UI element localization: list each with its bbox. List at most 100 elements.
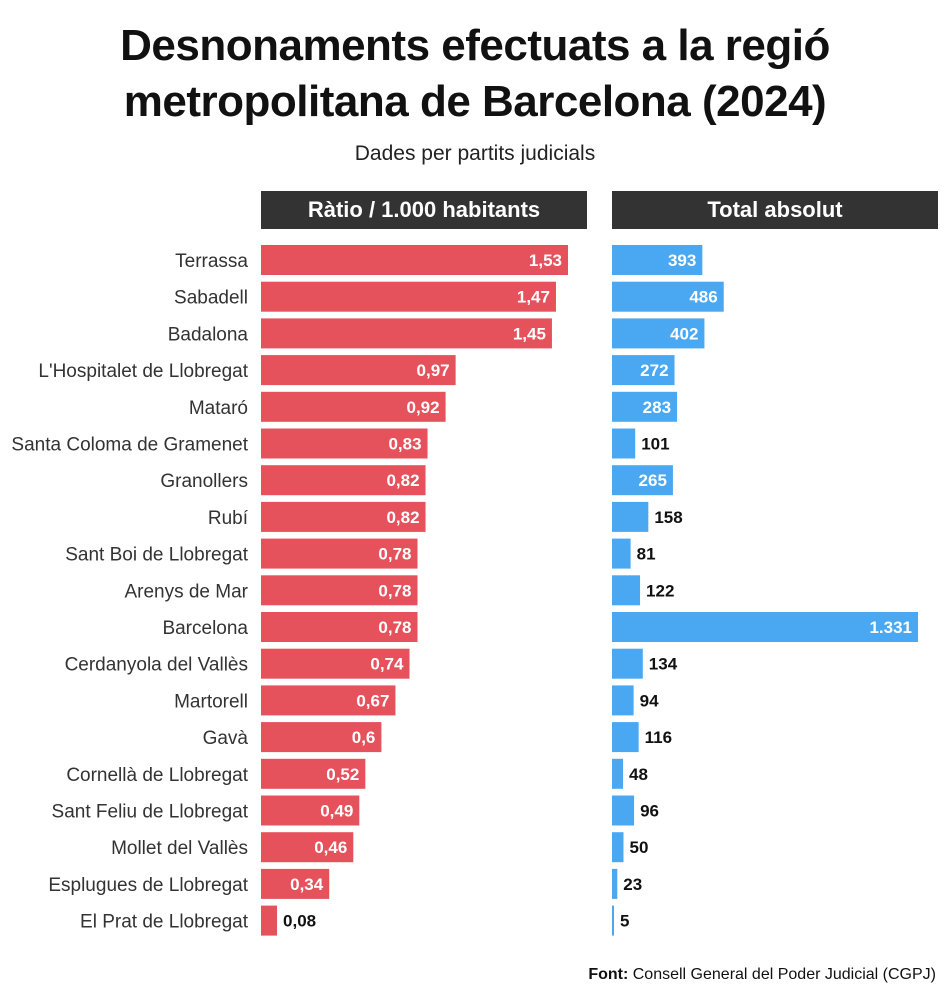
category-label: Arenys de Mar xyxy=(124,581,248,602)
ratio-bar xyxy=(261,905,278,936)
ratio-bar xyxy=(261,538,418,569)
ratio-bar xyxy=(261,245,568,275)
ratio-bar xyxy=(261,391,446,422)
total-bar xyxy=(612,758,624,789)
ratio-bar xyxy=(261,795,360,826)
ratio-value-label: 0,34 xyxy=(290,875,324,894)
total-value-label: 96 xyxy=(640,802,659,821)
category-label: Martorell xyxy=(174,691,248,712)
ratio-value-label: 0,97 xyxy=(417,361,450,380)
total-bar xyxy=(612,575,641,606)
total-bar xyxy=(612,685,634,716)
ratio-value-label: 1,45 xyxy=(513,324,546,343)
ratio-bar xyxy=(261,465,426,496)
ratio-bar xyxy=(261,575,418,606)
ratio-value-label: 1,47 xyxy=(517,288,550,307)
ratio-header: Ràtio / 1.000 habitants xyxy=(261,191,587,229)
total-value-label: 134 xyxy=(649,655,678,674)
ratio-bar xyxy=(261,868,330,899)
total-header: Total absolut xyxy=(612,191,938,229)
total-value-label: 283 xyxy=(643,398,671,417)
total-bar xyxy=(612,722,639,753)
source-note: Font: Consell General del Poder Judicial… xyxy=(588,966,936,984)
total-bar xyxy=(612,868,618,899)
total-value-label: 122 xyxy=(646,581,674,600)
ratio-value-label: 0,49 xyxy=(320,802,353,821)
chart-title: Desnonaments efectuats a la regió metrop… xyxy=(0,18,950,130)
category-label: Terrassa xyxy=(175,251,248,272)
category-label: Cornellà de Llobregat xyxy=(66,765,248,786)
total-bar xyxy=(612,245,703,275)
total-value-label: 81 xyxy=(637,545,656,564)
ratio-value-label: 0,74 xyxy=(370,655,404,674)
total-bar xyxy=(612,318,705,349)
ratio-value-label: 0,08 xyxy=(283,912,316,931)
ratio-value-label: 0,83 xyxy=(388,435,421,454)
source-label: Font: xyxy=(588,966,629,983)
ratio-value-label: 0,46 xyxy=(314,838,347,857)
ratio-bar xyxy=(261,428,428,459)
ratio-value-label: 0,78 xyxy=(378,618,411,637)
total-value-label: 486 xyxy=(689,288,717,307)
total-bar xyxy=(612,905,614,936)
chart-subtitle: Dades per partits judicials xyxy=(354,142,596,165)
category-label: L'Hospitalet de Llobregat xyxy=(38,361,248,382)
ratio-bar xyxy=(261,355,456,386)
ratio-value-label: 0,78 xyxy=(378,545,411,564)
total-bar xyxy=(612,795,635,826)
total-value-label: 116 xyxy=(645,728,672,747)
category-label: Mollet del Vallès xyxy=(111,838,248,859)
ratio-bar xyxy=(261,281,556,312)
ratio-bar xyxy=(261,318,552,349)
total-bar xyxy=(612,281,724,312)
total-value-label: 5 xyxy=(620,912,629,931)
total-bar xyxy=(612,501,649,532)
total-value-label: 1.331 xyxy=(869,618,912,637)
category-label: Badalona xyxy=(168,324,249,345)
ratio-value-label: 0,92 xyxy=(407,398,440,417)
total-value-label: 272 xyxy=(640,361,668,380)
ratio-value-label: 1,53 xyxy=(529,251,562,270)
total-value-label: 265 xyxy=(639,471,667,490)
category-label: El Prat de Llobregat xyxy=(80,912,249,933)
ratio-bar xyxy=(261,612,418,642)
total-bar xyxy=(612,538,631,569)
total-value-label: 50 xyxy=(629,838,648,857)
total-value-label: 402 xyxy=(670,324,698,343)
ratio-bar xyxy=(261,685,396,716)
category-label: Granollers xyxy=(160,471,248,492)
total-value-label: 48 xyxy=(629,765,648,784)
category-label: Mataró xyxy=(189,398,248,419)
source-text: Consell General del Poder Judicial (CGPJ… xyxy=(632,966,936,983)
ratio-bar xyxy=(261,758,366,789)
ratio-bar xyxy=(261,648,410,679)
total-bar xyxy=(612,355,675,386)
ratio-bar xyxy=(261,722,382,753)
total-value-label: 23 xyxy=(623,875,642,894)
ratio-value-label: 0,78 xyxy=(378,581,411,600)
total-value-label: 101 xyxy=(641,435,669,454)
total-bar xyxy=(612,832,624,863)
category-label: Barcelona xyxy=(162,618,248,639)
total-value-label: 393 xyxy=(668,251,696,270)
ratio-value-label: 0,82 xyxy=(386,471,419,490)
ratio-value-label: 0,82 xyxy=(386,508,419,527)
total-bar xyxy=(612,648,643,679)
category-label: Sabadell xyxy=(174,288,248,309)
category-label: Cerdanyola del Vallès xyxy=(65,655,248,676)
title-line-2: metropolitana de Barcelona (2024) xyxy=(123,77,827,126)
total-value-label: 94 xyxy=(640,691,659,710)
total-value-label: 158 xyxy=(654,508,682,527)
ratio-value-label: 0,52 xyxy=(326,765,359,784)
ratio-bar xyxy=(261,501,426,532)
total-bar xyxy=(612,465,673,496)
title-line-1: Desnonaments efectuats a la regió xyxy=(120,21,830,70)
total-bar xyxy=(612,428,636,459)
ratio-value-label: 0,6 xyxy=(352,728,376,747)
category-label: Esplugues de Llobregat xyxy=(48,875,248,896)
ratio-value-label: 0,67 xyxy=(356,691,389,710)
category-label: Rubí xyxy=(208,508,249,529)
category-label: Gavà xyxy=(203,728,249,749)
total-bar xyxy=(612,391,678,422)
